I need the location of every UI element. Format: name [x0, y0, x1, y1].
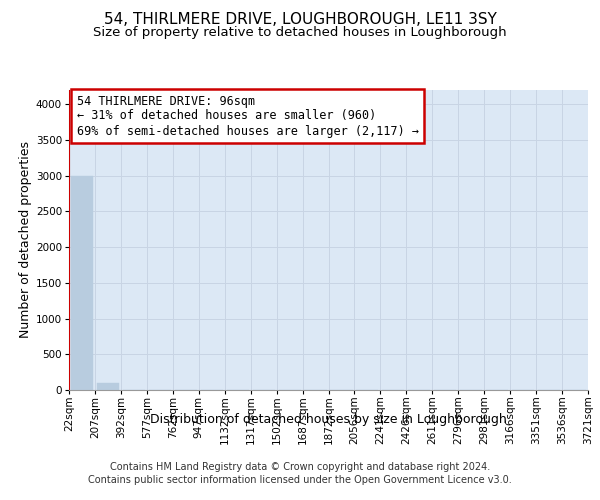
Y-axis label: Number of detached properties: Number of detached properties: [19, 142, 32, 338]
Text: 54 THIRLMERE DRIVE: 96sqm
← 31% of detached houses are smaller (960)
69% of semi: 54 THIRLMERE DRIVE: 96sqm ← 31% of detac…: [77, 94, 419, 138]
Bar: [97, 383, 119, 390]
Text: Distribution of detached houses by size in Loughborough: Distribution of detached houses by size …: [151, 412, 507, 426]
Text: Contains public sector information licensed under the Open Government Licence v3: Contains public sector information licen…: [88, 475, 512, 485]
Bar: [71, 176, 93, 390]
Text: Contains HM Land Registry data © Crown copyright and database right 2024.: Contains HM Land Registry data © Crown c…: [110, 462, 490, 472]
Text: Size of property relative to detached houses in Loughborough: Size of property relative to detached ho…: [93, 26, 507, 39]
Text: 54, THIRLMERE DRIVE, LOUGHBOROUGH, LE11 3SY: 54, THIRLMERE DRIVE, LOUGHBOROUGH, LE11 …: [104, 12, 496, 28]
